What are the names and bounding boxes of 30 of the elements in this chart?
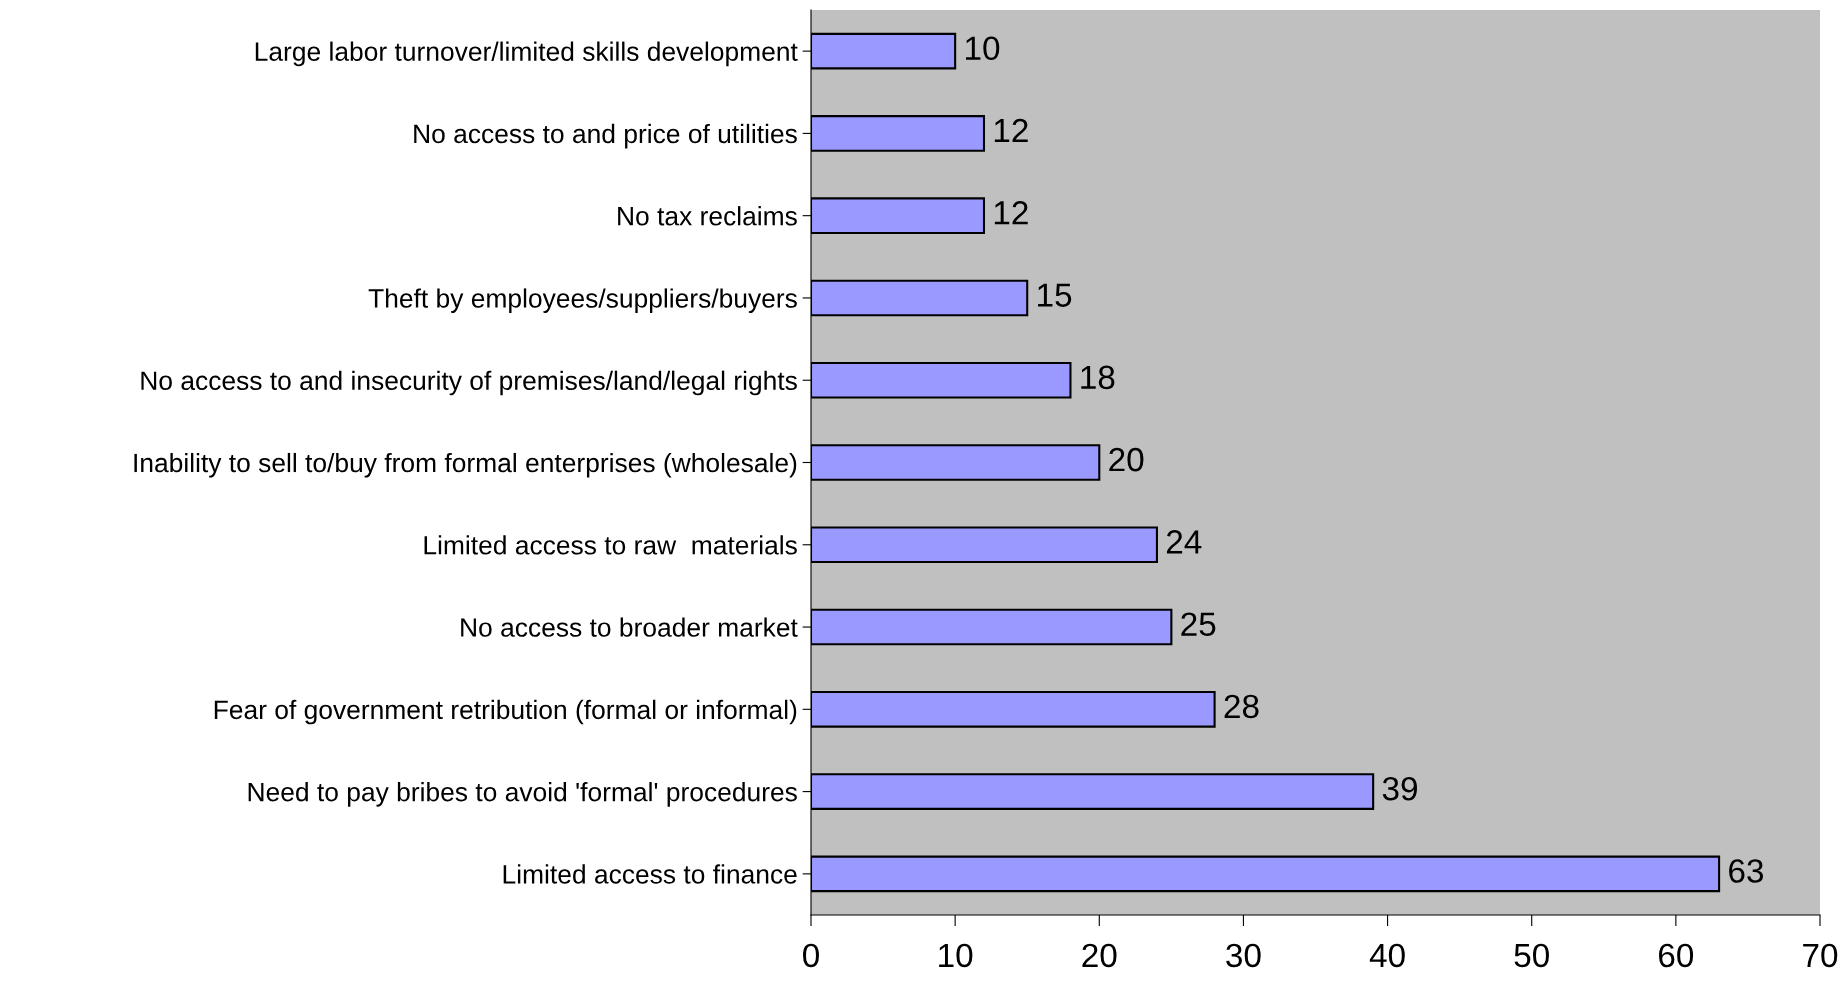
y-tick-label: Fear of government retribution (formal or informal) [214, 699, 797, 725]
y-tick-label: Large labor turnover/limited skills development [255, 41, 798, 67]
y-tick-label: No tax reclaims [618, 206, 797, 226]
x-tick-label: 20 [1082, 943, 1117, 968]
data-label: 12 [994, 118, 1028, 143]
data-label: 10 [966, 36, 1000, 61]
data-label: 28 [1224, 694, 1259, 719]
y-tick-label: No access to and price of utilities [414, 123, 797, 149]
data-label: 63 [1729, 859, 1764, 883]
data-label: 20 [1109, 447, 1144, 472]
data-label: 12 [994, 201, 1028, 225]
y-tick-label: Theft by employees/suppliers/buyers [368, 288, 797, 313]
y-tick-label: No access to and insecurity of premises/land/legal rights [141, 370, 797, 396]
y-tick-label: Inability to sell to/buy from formal enterprises (wholesale) [134, 452, 797, 478]
y-tick-label: Limited access to raw materials [424, 535, 797, 555]
x-tick-label: 50 [1514, 943, 1549, 968]
x-tick-label: 10 [939, 943, 973, 968]
x-tick-label: 30 [1226, 943, 1261, 968]
y-tick-label: No access to broader market [461, 617, 798, 637]
data-label: 15 [1038, 283, 1072, 307]
x-tick-label: 0 [803, 943, 819, 968]
data-label: 18 [1081, 365, 1115, 390]
y-tick-label: Need to pay bribes to avoid 'formal' procedures [248, 782, 797, 807]
data-label: 25 [1181, 612, 1216, 636]
x-tick-label: 40 [1369, 943, 1405, 968]
x-tick-label: 70 [1803, 943, 1838, 968]
y-tick-label: Limited access to finance [503, 864, 797, 884]
x-tick-label: 60 [1659, 943, 1694, 968]
data-label: 24 [1166, 530, 1202, 554]
data-label: 39 [1382, 776, 1417, 801]
